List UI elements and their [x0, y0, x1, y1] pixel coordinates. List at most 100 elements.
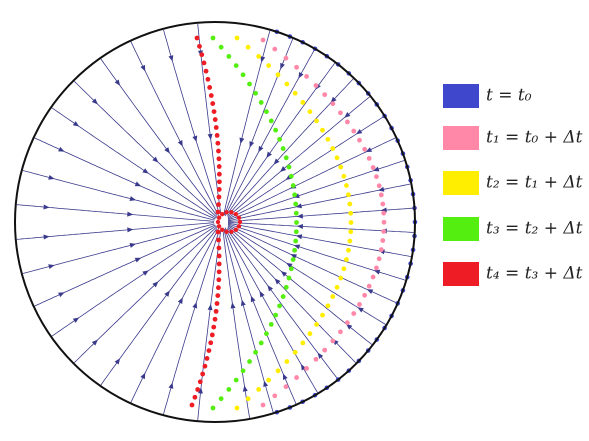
arrow-head — [344, 112, 351, 118]
legend-swatch — [443, 171, 479, 195]
arrow-head — [164, 290, 170, 297]
dot — [264, 109, 269, 115]
dot — [205, 76, 211, 82]
legend: t = t₀ t₁ = t₀ + Δt t₂ = t₁ + Δt t₃ = t₂ + … — [443, 84, 583, 286]
legend-swatch — [443, 126, 479, 150]
dot — [381, 228, 387, 234]
arrow-head — [48, 264, 55, 270]
dot — [292, 192, 298, 198]
dot — [229, 229, 234, 234]
arrow-head — [293, 244, 301, 250]
dot — [240, 368, 246, 374]
stream-lines — [16, 23, 414, 421]
dot — [334, 155, 340, 161]
legend-swatch — [443, 217, 479, 241]
dot — [213, 125, 219, 130]
dot — [272, 393, 278, 399]
dot — [290, 257, 296, 262]
dot — [374, 174, 379, 180]
arrow-head — [127, 211, 134, 217]
dot — [275, 368, 281, 374]
dot — [313, 356, 319, 362]
dot — [376, 256, 382, 262]
arrow-head — [242, 385, 248, 392]
dot — [346, 247, 351, 253]
arrow-head — [317, 352, 324, 359]
dot — [344, 257, 349, 262]
dot — [268, 322, 274, 327]
dot — [233, 227, 239, 233]
dot — [325, 303, 331, 309]
arrow-head — [366, 289, 374, 295]
dot — [330, 101, 336, 107]
dot — [284, 81, 290, 87]
dot — [208, 340, 214, 346]
dot — [214, 301, 220, 306]
dot — [211, 324, 217, 330]
dot — [260, 37, 266, 43]
dot — [216, 171, 222, 177]
arrow-head — [267, 285, 274, 292]
dot — [208, 93, 214, 98]
dot — [341, 266, 347, 272]
arrow-head — [142, 168, 149, 174]
dot — [202, 363, 208, 369]
dot — [215, 229, 221, 235]
dot — [197, 379, 203, 385]
arrow-head — [134, 257, 142, 263]
dot — [260, 402, 266, 408]
dot — [253, 349, 258, 355]
stream-line — [22, 170, 215, 221]
dot — [366, 156, 372, 161]
dot — [338, 164, 344, 170]
legend-swatch — [443, 262, 479, 286]
arrow-head — [240, 299, 246, 307]
dot — [330, 146, 336, 151]
dot — [347, 238, 353, 244]
dot — [362, 292, 368, 298]
dot — [210, 35, 216, 41]
arrow-head — [177, 140, 183, 147]
dot — [216, 164, 222, 169]
dot — [338, 329, 343, 335]
dot — [266, 63, 272, 69]
arrow-head — [207, 303, 213, 311]
arrow-head — [177, 297, 183, 304]
arrow-head — [152, 156, 159, 163]
dot — [286, 275, 292, 281]
dot — [236, 215, 242, 220]
dot — [292, 349, 298, 355]
dot — [293, 229, 299, 235]
dot — [320, 312, 325, 318]
dot — [344, 183, 349, 188]
dot — [247, 81, 252, 87]
dot — [216, 261, 222, 267]
arrow-head — [295, 234, 303, 240]
dot — [195, 387, 201, 392]
arrow-head — [259, 290, 265, 298]
dot — [357, 137, 362, 143]
dot — [348, 229, 354, 235]
arrow-head — [365, 147, 373, 153]
dot — [216, 237, 221, 243]
arrow-head — [298, 72, 304, 79]
arrow-head — [192, 135, 198, 143]
arrow-head — [346, 323, 353, 330]
dot — [314, 322, 319, 327]
dot — [341, 173, 347, 179]
dot — [378, 192, 384, 198]
dot — [307, 109, 313, 115]
dot — [216, 187, 222, 192]
dot — [264, 331, 269, 337]
dot — [293, 201, 299, 207]
arrow-head — [114, 79, 121, 86]
arrow-head — [48, 174, 55, 180]
stream-line — [74, 81, 218, 219]
arrow-head — [197, 387, 203, 394]
dot — [293, 238, 299, 244]
arrow-head — [239, 137, 245, 144]
dot — [330, 338, 336, 344]
dot — [247, 359, 252, 364]
arrow-head — [207, 133, 213, 141]
dot — [216, 224, 222, 229]
